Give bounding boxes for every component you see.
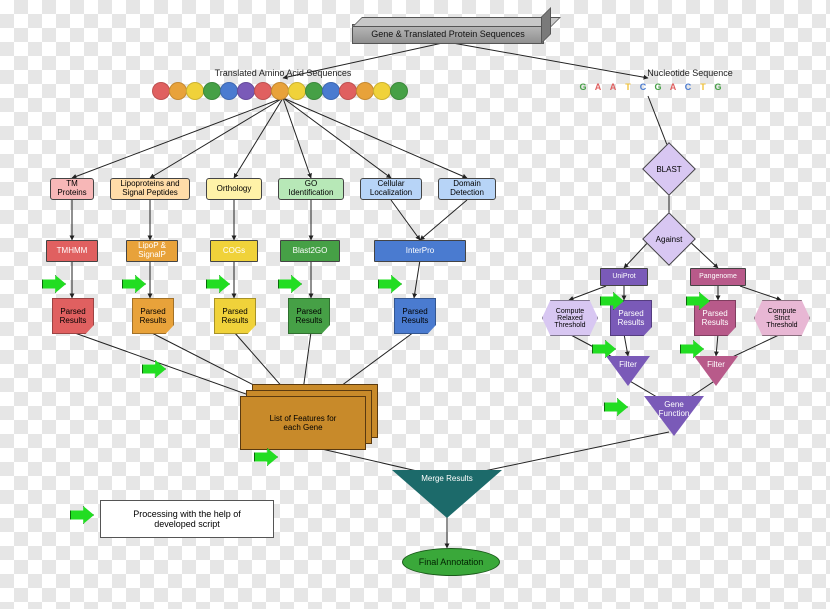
amino-circle [288, 82, 306, 100]
script-arrow-icon [42, 275, 66, 293]
parsed-p_ip: ParsedResults [394, 298, 436, 334]
script-arrow-icon [592, 340, 616, 358]
amino-circle [390, 82, 408, 100]
amino-circle [356, 82, 374, 100]
nucleotide-letter: G [711, 82, 725, 92]
amino-circle [152, 82, 170, 100]
amino-label: Translated Amino Acid Sequences [195, 68, 371, 78]
amino-circle [373, 82, 391, 100]
script-arrow-icon [122, 275, 146, 293]
uniprot-box: UniProt [600, 268, 648, 286]
nucleotide-letter: T [621, 82, 635, 92]
legend-text: Processing with the help ofdeveloped scr… [100, 500, 274, 538]
parsed-p_cogs: ParsedResults [214, 298, 256, 334]
nucleotide-letter: T [696, 82, 710, 92]
nucleotide-letter: A [591, 82, 605, 92]
nucleotide-label: Nucleotide Sequence [630, 68, 750, 78]
parsed-p_tm: ParsedResults [52, 298, 94, 334]
tool-interpro: InterPro [374, 240, 466, 262]
amino-circle [237, 82, 255, 100]
category-orth: Orthology [206, 178, 262, 200]
header-box: Gene & Translated Protein Sequences [352, 24, 544, 44]
nucleotide-letter: C [681, 82, 695, 92]
nucleotide-letter: C [636, 82, 650, 92]
script-arrow-icon [70, 506, 94, 524]
script-arrow-icon [278, 275, 302, 293]
merge-results: Merge Results [392, 470, 502, 518]
category-go: GOIdentification [278, 178, 344, 200]
script-arrow-icon [206, 275, 230, 293]
pangenome-box: Pangenome [690, 268, 746, 286]
category-dom: DomainDetection [438, 178, 496, 200]
script-arrow-icon [378, 275, 402, 293]
script-arrow-icon [604, 398, 628, 416]
nucleotide-letter: G [651, 82, 665, 92]
filter1: Filter [606, 356, 650, 386]
strict-hex: ComputeStrictThreshold [754, 300, 810, 336]
amino-circle [339, 82, 357, 100]
feature-stack: List of Features foreach Gene [240, 396, 360, 444]
tool-blast2go: Blast2GO [280, 240, 340, 262]
nucleotide-letter: A [606, 82, 620, 92]
script-arrow-icon [254, 448, 278, 466]
tool-cogs: COGs [210, 240, 258, 262]
tool-tmhmm: TMHMM [46, 240, 98, 262]
amino-circle [220, 82, 238, 100]
parsed-p_go: ParsedResults [288, 298, 330, 334]
category-lipo: Lipoproteins andSignal Peptides [110, 178, 190, 200]
gene-function: GeneFunction [644, 396, 704, 436]
nucleotide-letter: A [666, 82, 680, 92]
script-arrow-icon [680, 340, 704, 358]
amino-circle [203, 82, 221, 100]
final-annotation: Final Annotation [402, 548, 500, 576]
blast-diamond: BLAST [650, 150, 688, 188]
category-cel: CellularLocalization [360, 178, 422, 200]
parsed-p_lipo: ParsedResults [132, 298, 174, 334]
amino-circle [169, 82, 187, 100]
amino-circle [271, 82, 289, 100]
nucleotide-letter: G [576, 82, 590, 92]
amino-circle [322, 82, 340, 100]
script-arrow-icon [142, 360, 166, 378]
amino-circle [186, 82, 204, 100]
tool-lipop: LipoP &SignalP [126, 240, 178, 262]
category-tm: TMProteins [50, 178, 94, 200]
amino-circle [305, 82, 323, 100]
relaxed-hex: ComputeRelaxedThreshold [542, 300, 598, 336]
filter2: Filter [694, 356, 738, 386]
against-diamond: Against [650, 220, 688, 258]
amino-circle [254, 82, 272, 100]
